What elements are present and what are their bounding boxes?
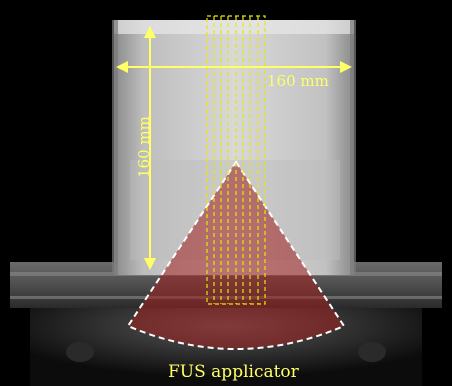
width-dimension-label: 160 mm: [267, 72, 329, 90]
probe-grid: [206, 15, 266, 305]
phantom-left-edge: [112, 20, 118, 275]
fus-applicator-label: FUS applicator: [168, 362, 299, 382]
phantom-cylinder-top: [114, 20, 354, 34]
phantom-right-edge: [350, 20, 356, 275]
height-dimension-arrow: [144, 26, 156, 270]
bottom-blob-right: [358, 342, 386, 362]
bottom-blob-left: [66, 342, 94, 362]
height-dimension-label: 160 mm: [135, 116, 153, 178]
width-dimension-arrow: [116, 61, 352, 73]
